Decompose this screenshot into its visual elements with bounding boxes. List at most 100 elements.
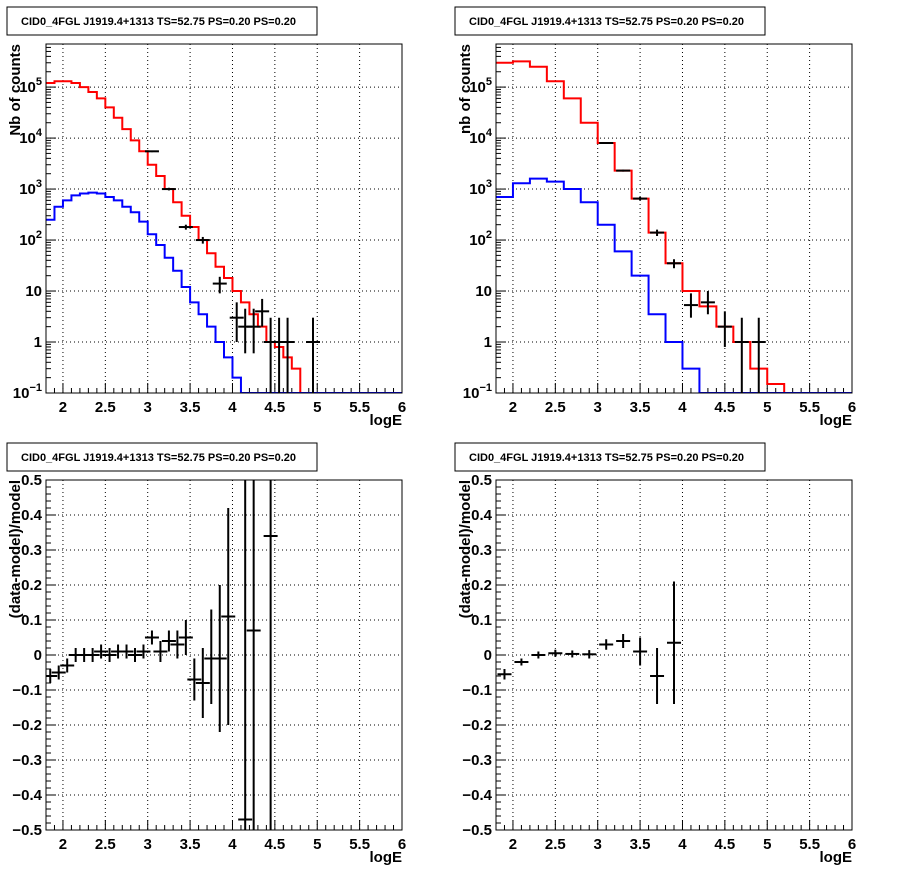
plot-area: [496, 60, 852, 393]
x-tick-label: 3: [594, 399, 602, 416]
data-point: [667, 581, 681, 704]
plot-frame: [495, 479, 853, 831]
y-tick-label: 10: [25, 283, 42, 300]
x-tick-label: 3: [144, 399, 152, 416]
x-tick-label: 5: [313, 399, 321, 416]
y-tick-label: 102: [469, 229, 492, 249]
x-tick-label: 3: [144, 836, 152, 853]
x-tick-label: 3.5: [630, 399, 651, 416]
data-point: [238, 480, 253, 830]
y-tick-label: −0.1: [462, 682, 492, 699]
data-point: [650, 229, 665, 237]
chart-panel-2: CID0_4FGL J1919.4+1313 TS=52.75 PS=0.20 …: [454, 6, 856, 429]
y-tick-label: 10−1: [13, 382, 42, 402]
x-tick-label: 4.5: [264, 399, 285, 416]
x-axis-title: logE: [370, 849, 403, 866]
data-point: [531, 651, 546, 659]
x-axis-title: logE: [370, 412, 403, 429]
y-tick-label: −0.2: [462, 717, 492, 734]
x-tick-label: 2: [509, 836, 517, 853]
x-tick-label: 5: [763, 399, 771, 416]
data-point: [633, 196, 648, 201]
x-tick-label: 3.5: [630, 836, 651, 853]
histogram-line-red: [496, 60, 852, 393]
x-tick-label: 4: [228, 399, 237, 416]
data-point: [51, 665, 66, 680]
data-point: [280, 317, 295, 393]
y-axis-title: (data-model)/model: [457, 480, 474, 618]
data-point: [565, 650, 580, 658]
x-tick-label: 5.5: [799, 399, 820, 416]
plot-frame: [45, 479, 403, 831]
x-tick-label: 5.5: [349, 836, 370, 853]
plot-frame: [495, 43, 853, 394]
y-tick-label: 0.3: [471, 542, 492, 559]
y-tick-label: 10−1: [463, 382, 492, 402]
title-box: [454, 442, 766, 472]
data-point: [599, 639, 614, 650]
y-tick-label: −0.1: [12, 682, 42, 699]
x-tick-label: 4.5: [264, 836, 285, 853]
data-point: [717, 311, 732, 347]
data-point: [599, 142, 614, 145]
chart-title: CID0_4FGL J1919.4+1313 TS=52.75 PS=0.20 …: [21, 452, 296, 464]
data-point: [683, 293, 698, 318]
data-point: [178, 224, 193, 230]
data-point: [195, 236, 210, 244]
plot-frame: [45, 43, 403, 394]
plot-area: [46, 80, 402, 393]
histogram-line-blue: [46, 191, 402, 393]
x-tick-label: 2.5: [545, 399, 566, 416]
data-point: [85, 648, 100, 662]
chart-panel-3: CID0_4FGL J1919.4+1313 TS=52.75 PS=0.20 …: [6, 442, 406, 866]
y-tick-label: 0.5: [21, 472, 42, 489]
data-point: [667, 259, 681, 269]
x-tick-label: 6: [398, 836, 406, 853]
y-tick-label: 0.4: [471, 507, 493, 524]
data-point: [633, 637, 648, 666]
y-axis-title: (data-model)/model: [7, 480, 24, 618]
data-point: [548, 649, 563, 657]
y-tick-label: −0.4: [462, 787, 492, 804]
x-tick-label: 6: [398, 399, 406, 416]
data-point: [582, 650, 597, 659]
x-tick-label: 3.5: [180, 836, 201, 853]
data-point: [212, 585, 227, 732]
title-box: [454, 6, 766, 36]
y-tick-label: 104: [19, 127, 43, 147]
y-tick-label: 103: [469, 178, 492, 198]
y-tick-label: 105: [19, 76, 42, 96]
x-tick-label: 2: [509, 399, 517, 416]
data-point: [734, 317, 749, 393]
data-point: [195, 648, 210, 718]
y-tick-label: 0.3: [21, 542, 42, 559]
y-tick-label: −0.4: [12, 787, 42, 804]
x-axis-title: logE: [820, 412, 853, 429]
y-tick-label: 0.4: [21, 507, 43, 524]
x-tick-label: 3.5: [180, 399, 201, 416]
x-tick-label: 4: [678, 399, 687, 416]
data-point: [616, 634, 631, 648]
data-point: [263, 480, 278, 830]
data-point: [102, 648, 117, 662]
title-box: [6, 6, 318, 36]
data-point: [751, 317, 766, 393]
y-tick-label: 104: [469, 127, 493, 147]
y-tick-label: 0.2: [21, 577, 42, 594]
data-point: [497, 669, 512, 680]
x-tick-label: 2: [59, 836, 67, 853]
x-tick-label: 2.5: [95, 399, 116, 416]
x-tick-label: 2: [59, 399, 67, 416]
y-tick-label: 0.5: [471, 472, 492, 489]
y-tick-label: −0.3: [12, 752, 42, 769]
x-tick-label: 3: [594, 836, 602, 853]
data-point: [255, 298, 270, 327]
y-tick-label: 1: [484, 334, 492, 351]
chart-panel-1: CID0_4FGL J1919.4+1313 TS=52.75 PS=0.20 …: [6, 6, 406, 429]
y-tick-label: 10: [475, 283, 492, 300]
data-point: [94, 644, 109, 659]
data-point: [306, 317, 320, 393]
x-tick-label: 4.5: [714, 399, 735, 416]
x-tick-label: 2.5: [545, 836, 566, 853]
